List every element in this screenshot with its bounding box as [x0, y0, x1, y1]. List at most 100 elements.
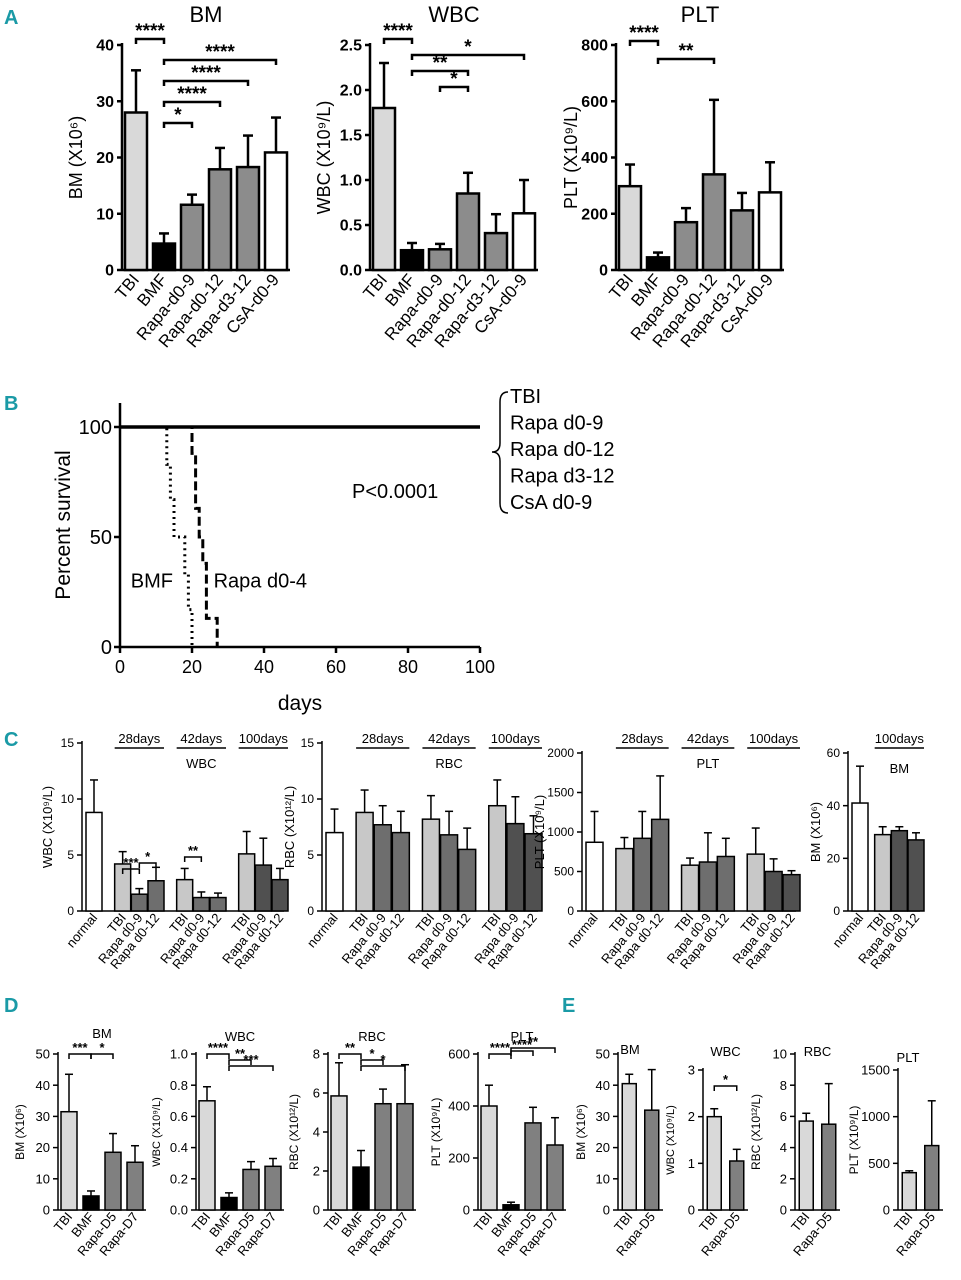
y-tick-label: 0.4 — [170, 1140, 188, 1155]
y-tick-label: 50 — [596, 1047, 610, 1062]
significance-label: **** — [205, 42, 235, 63]
y-tick-label: 10 — [301, 792, 315, 806]
panel-label-b: B — [4, 393, 18, 415]
bar-rapa-d0-12 — [455, 192, 481, 272]
significance-label: * — [450, 69, 458, 90]
significance-bracket — [438, 85, 470, 92]
bar-rapa-d0-9 — [130, 893, 149, 912]
significance-label: * — [145, 849, 151, 864]
bar-bmf — [220, 1196, 238, 1211]
curve-label-rapa-d0-4: Rapa d0-4 — [214, 571, 307, 593]
bar-bmf — [502, 1204, 520, 1211]
chart-title: RBC — [804, 1044, 831, 1059]
significance-bracket — [206, 1053, 230, 1059]
y-tick-label: 15 — [61, 736, 75, 750]
y-tick-label: 2 — [313, 1164, 320, 1179]
y-tick-label: 40 — [827, 799, 841, 813]
bar-tbi — [488, 804, 507, 912]
time-label: 28days — [362, 731, 404, 746]
significance-label: * — [723, 1072, 729, 1087]
significance-label: **** — [191, 63, 221, 84]
significance-label: ** — [188, 843, 199, 858]
bar-rapa-d0-9 — [439, 834, 459, 912]
chart-title: PLT — [511, 1029, 534, 1044]
bar-tbi — [330, 1095, 348, 1211]
bar-tbi — [60, 1110, 78, 1211]
x-tick-label: 40 — [254, 657, 274, 677]
y-tick-label: 0 — [833, 904, 840, 918]
y-axis-label: WBC (X10⁹/L) — [314, 101, 334, 215]
bar-rapa-d5 — [821, 1123, 837, 1211]
significance-bracket — [656, 57, 716, 64]
significance-label: ** — [528, 1034, 539, 1049]
y-tick-label: 3 — [688, 1063, 695, 1078]
bar-tbi — [237, 853, 256, 912]
significance-label: * — [464, 37, 472, 58]
time-label: 100days — [491, 731, 541, 746]
time-label: 100days — [749, 731, 799, 746]
bar-tbi — [873, 833, 892, 912]
bar-rapa-d0-12 — [701, 173, 727, 272]
bar-rapa-d3-12 — [235, 165, 261, 272]
y-tick-label: 0 — [567, 904, 574, 918]
y-tick-label: 2 — [780, 1171, 787, 1186]
y-tick-label: 10 — [61, 792, 75, 806]
bar-rapa-d0-12 — [524, 832, 543, 912]
curve-label-bmf: BMF — [131, 571, 173, 593]
y-tick-label: 0 — [688, 1203, 695, 1218]
y-tick-label: 0 — [307, 904, 314, 918]
bar-rapa-d5 — [374, 1102, 392, 1211]
y-tick-label: 10 — [596, 1171, 610, 1186]
bar-rapa-d0-12 — [650, 818, 670, 912]
y-tick-label: 800 — [581, 38, 608, 55]
bar-csa-d0-9 — [511, 212, 537, 272]
inner-title: RBC — [435, 756, 462, 771]
bar-rapa-d0-12 — [271, 878, 289, 912]
legend-brace — [491, 391, 509, 514]
significance-label: * — [369, 1046, 375, 1061]
bar-rapa-d0-12 — [391, 831, 411, 912]
significance-bracket — [162, 121, 194, 128]
x-axis-label: days — [278, 692, 322, 715]
y-tick-label: 400 — [448, 1099, 470, 1114]
bar-rapa-d5 — [729, 1160, 745, 1211]
chart-title: RBC — [358, 1029, 385, 1044]
y-tick-label: 2 — [688, 1109, 695, 1124]
significance-label: ** — [679, 41, 694, 62]
significance-label: *** — [243, 1052, 259, 1067]
significance-bracket — [410, 53, 526, 60]
y-tick-label: 0 — [313, 1203, 320, 1218]
bar-rapa-d7 — [396, 1102, 414, 1211]
bar-tbi — [355, 811, 374, 912]
bar-rapa-d0-12 — [209, 896, 227, 912]
y-tick-label: 1.5 — [340, 128, 362, 145]
significance-bracket — [134, 37, 166, 44]
significance-label: ** — [345, 1040, 356, 1055]
y-axis-label: BM (X10⁶) — [808, 802, 823, 862]
chart-title: WBC — [225, 1029, 255, 1044]
y-tick-label: 0.0 — [340, 263, 362, 280]
significance-bracket — [183, 856, 203, 862]
chart-title: WBC — [428, 2, 479, 27]
time-label: 42days — [180, 731, 222, 746]
p-value: P<0.0001 — [352, 481, 438, 503]
y-tick-label: 30 — [596, 1109, 610, 1124]
y-tick-label: 4 — [313, 1125, 320, 1140]
bar-normal — [325, 831, 344, 912]
significance-label: **** — [208, 1040, 229, 1055]
series-rapa-d0-4 — [120, 425, 219, 647]
y-axis-label: PLT (X10⁹/L) — [847, 1106, 861, 1175]
y-tick-label: 10 — [96, 206, 114, 223]
y-tick-label: 0.2 — [170, 1171, 188, 1186]
significance-bracket — [338, 1053, 362, 1059]
y-axis-label: WBC (X10⁹/L) — [40, 786, 55, 868]
bar-bmf — [352, 1166, 370, 1211]
y-tick-label: 100 — [79, 417, 112, 439]
bar-normal — [85, 811, 103, 912]
y-tick-label: 40 — [96, 38, 114, 55]
